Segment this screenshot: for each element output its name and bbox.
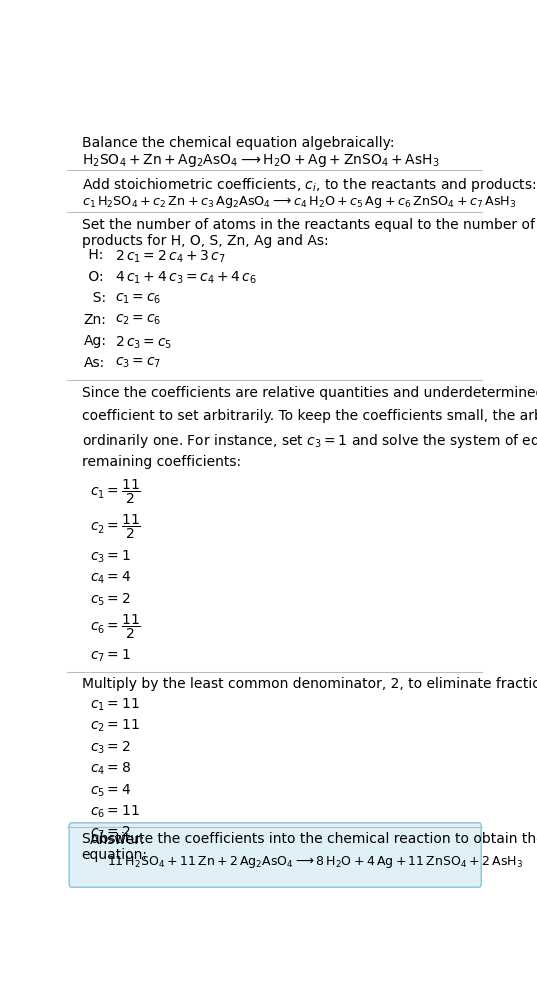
Text: ordinarily one. For instance, set $c_3 = 1$ and solve the system of equations fo: ordinarily one. For instance, set $c_3 =… [82, 432, 537, 450]
Text: H:: H: [84, 248, 103, 262]
Text: $c_6 = 11$: $c_6 = 11$ [90, 804, 140, 820]
Text: Add stoichiometric coefficients, $c_i$, to the reactants and products:: Add stoichiometric coefficients, $c_i$, … [82, 175, 536, 193]
Text: Multiply by the least common denominator, 2, to eliminate fractional coefficient: Multiply by the least common denominator… [82, 677, 537, 691]
Text: $c_7 = 1$: $c_7 = 1$ [90, 648, 131, 664]
Text: $c_3 = c_7$: $c_3 = c_7$ [115, 356, 161, 371]
Text: $c_5 = 4$: $c_5 = 4$ [90, 782, 131, 799]
Text: $4\,c_1 + 4\,c_3 = c_4 + 4\,c_6$: $4\,c_1 + 4\,c_3 = c_4 + 4\,c_6$ [115, 270, 257, 286]
Text: $c_1\,\mathrm{H_2SO_4} + c_2\,\mathrm{Zn} + c_3\,\mathrm{Ag_2AsO_4} \longrightar: $c_1\,\mathrm{H_2SO_4} + c_2\,\mathrm{Zn… [82, 194, 516, 210]
Text: $c_1 = 11$: $c_1 = 11$ [90, 696, 140, 713]
Text: $c_1 = c_6$: $c_1 = c_6$ [115, 291, 161, 306]
Text: $c_5 = 2$: $c_5 = 2$ [90, 592, 130, 608]
Text: Set the number of atoms in the reactants equal to the number of atoms in the: Set the number of atoms in the reactants… [82, 218, 537, 232]
Text: $c_2 = \dfrac{11}{2}$: $c_2 = \dfrac{11}{2}$ [90, 513, 141, 541]
Text: Balance the chemical equation algebraically:: Balance the chemical equation algebraica… [82, 135, 394, 149]
Text: $c_4 = 4$: $c_4 = 4$ [90, 570, 131, 586]
Text: Substitute the coefficients into the chemical reaction to obtain the balanced: Substitute the coefficients into the che… [82, 832, 537, 846]
Text: $\mathrm{H_2SO_4 + Zn + Ag_2AsO_4 \longrightarrow H_2O + Ag + ZnSO_4 + AsH_3}$: $\mathrm{H_2SO_4 + Zn + Ag_2AsO_4 \longr… [82, 151, 439, 168]
FancyBboxPatch shape [69, 823, 481, 887]
Text: $2\,c_1 = 2\,c_4 + 3\,c_7$: $2\,c_1 = 2\,c_4 + 3\,c_7$ [115, 248, 226, 265]
Text: remaining coefficients:: remaining coefficients: [82, 455, 241, 469]
Text: Answer:: Answer: [90, 833, 146, 847]
Text: $c_2 = c_6$: $c_2 = c_6$ [115, 313, 161, 327]
Text: As:: As: [84, 356, 105, 370]
Text: equation:: equation: [82, 849, 148, 863]
Text: $c_2 = 11$: $c_2 = 11$ [90, 718, 140, 734]
Text: $c_4 = 8$: $c_4 = 8$ [90, 761, 131, 777]
Text: $c_6 = \dfrac{11}{2}$: $c_6 = \dfrac{11}{2}$ [90, 613, 141, 641]
Text: S:: S: [84, 291, 106, 306]
Text: $c_3 = 2$: $c_3 = 2$ [90, 739, 130, 756]
Text: products for H, O, S, Zn, Ag and As:: products for H, O, S, Zn, Ag and As: [82, 234, 328, 248]
Text: $c_1 = \dfrac{11}{2}$: $c_1 = \dfrac{11}{2}$ [90, 478, 141, 506]
Text: Since the coefficients are relative quantities and underdetermined, choose a: Since the coefficients are relative quan… [82, 386, 537, 400]
Text: $2\,c_3 = c_5$: $2\,c_3 = c_5$ [115, 335, 172, 351]
Text: coefficient to set arbitrarily. To keep the coefficients small, the arbitrary  v: coefficient to set arbitrarily. To keep … [82, 409, 537, 423]
Text: O:: O: [84, 270, 104, 284]
Text: $c_3 = 1$: $c_3 = 1$ [90, 548, 131, 565]
Text: Zn:: Zn: [84, 313, 107, 327]
Text: $11\,\mathrm{H_2SO_4} + 11\,\mathrm{Zn} + 2\,\mathrm{Ag_2AsO_4} \longrightarrow : $11\,\mathrm{H_2SO_4} + 11\,\mathrm{Zn} … [107, 854, 523, 870]
Text: Ag:: Ag: [84, 335, 107, 349]
Text: $c_7 = 2$: $c_7 = 2$ [90, 825, 130, 842]
